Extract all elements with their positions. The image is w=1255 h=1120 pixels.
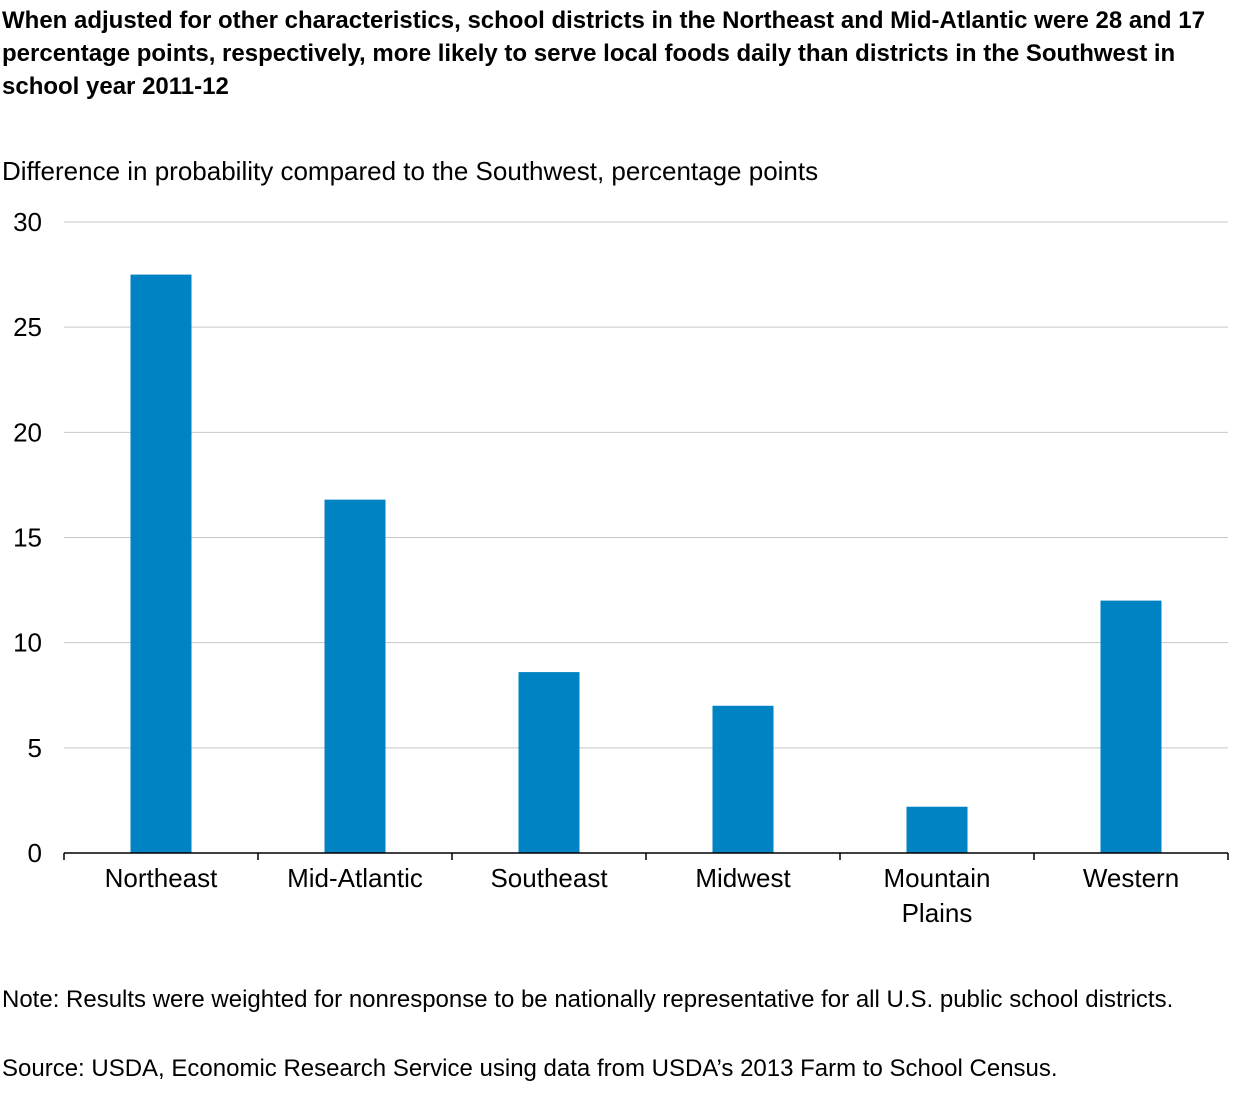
x-tick-label: Western <box>1083 863 1179 893</box>
bar-southeast <box>518 672 580 853</box>
bar-chart: 0 5 10 15 20 25 30 Northeast Mid-Atlantic Southe… <box>13 207 1229 928</box>
y-tick-label: 20 <box>13 417 42 447</box>
x-tick-label: Southeast <box>490 863 608 893</box>
x-axis-ticks: Northeast Mid-Atlantic Southeast Midwest Mou… <box>105 863 1180 928</box>
chart-source: Source: USDA, Economic Research Service … <box>2 1055 1058 1082</box>
x-tick-label-line: Northeast <box>105 863 218 893</box>
chart-note: Note: Results were weighted for nonrespo… <box>2 986 1174 1013</box>
y-tick-label: 10 <box>13 628 42 658</box>
bars <box>130 274 1162 853</box>
bar-mountain-plains <box>906 806 968 853</box>
x-tick-label-line: Southeast <box>490 863 608 893</box>
bar-midwest <box>712 705 774 853</box>
x-tick-label: Mid-Atlantic <box>287 863 423 893</box>
x-tick-label: Northeast <box>105 863 218 893</box>
y-tick-label: 5 <box>28 733 42 763</box>
x-tick-label-line: Mountain <box>884 863 991 893</box>
x-tick-label-line: Midwest <box>695 863 791 893</box>
y-axis-ticks: 0 5 10 15 20 25 30 <box>13 207 42 868</box>
gridlines <box>64 221 1228 749</box>
y-tick-label: 0 <box>28 838 42 868</box>
bar-northeast <box>130 274 192 853</box>
bar-mid-atlantic <box>324 499 386 853</box>
x-tick-label: Mountain Plains <box>884 863 991 928</box>
x-tick-label-line: Mid-Atlantic <box>287 863 423 893</box>
chart-title: When adjusted for other characteristics,… <box>2 7 1205 100</box>
x-tick-label: Midwest <box>695 863 791 893</box>
x-axis <box>63 852 1229 860</box>
y-axis-label: Difference in probability compared to th… <box>2 156 819 186</box>
y-tick-label: 15 <box>13 523 42 553</box>
bar-western <box>1100 600 1162 853</box>
x-tick-label-line: Plains <box>902 898 973 928</box>
y-tick-label: 25 <box>13 312 42 342</box>
x-tick-label-line: Western <box>1083 863 1179 893</box>
y-tick-label: 30 <box>13 207 42 237</box>
